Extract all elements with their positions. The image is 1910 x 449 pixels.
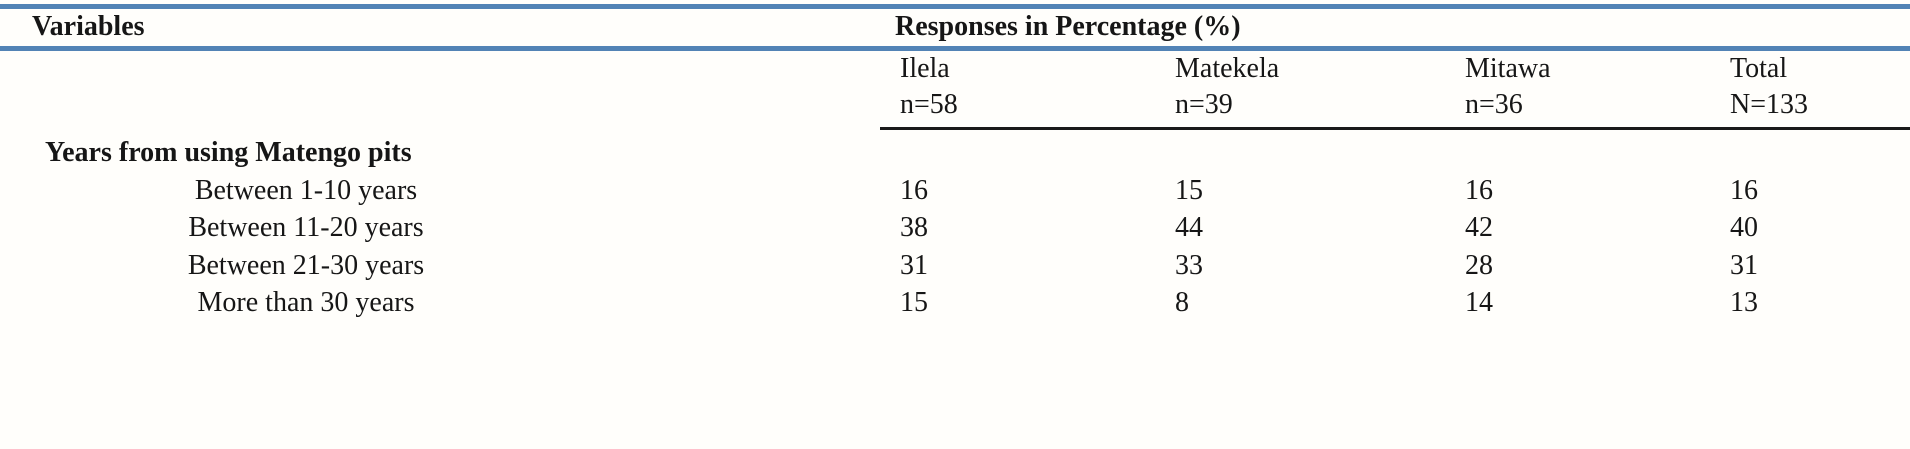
cell-value: 16 — [1730, 175, 1758, 206]
subheader-matekela: Matekela — [1175, 53, 1280, 84]
subheader-underline-rule — [880, 127, 1910, 130]
subheader-total: Total — [1730, 53, 1788, 84]
cell-value: 8 — [1175, 287, 1189, 318]
row-label: Between 11-20 years — [188, 212, 424, 243]
subheader-mitawa: Mitawa — [1465, 53, 1551, 84]
table-row: Between 21-30 years 31 33 28 31 — [0, 251, 1910, 288]
cell-value: 38 — [900, 212, 928, 243]
table-row: Between 11-20 years 38 44 42 40 — [0, 213, 1910, 250]
row-label: More than 30 years — [197, 287, 415, 318]
cell-value: 40 — [1730, 212, 1758, 243]
cell-value: 31 — [900, 250, 928, 281]
table-row: Between 1-10 years 16 15 16 16 — [0, 176, 1910, 213]
cell-value: 15 — [1175, 175, 1203, 206]
top-border-rule — [0, 4, 1910, 9]
subheader-matekela-n: n=39 — [1175, 89, 1233, 120]
cell-value: 15 — [900, 287, 928, 318]
subheader-ilela-n: n=58 — [900, 89, 958, 120]
row-label: Between 21-30 years — [187, 250, 425, 281]
cell-value: 13 — [1730, 287, 1758, 318]
cell-value: 31 — [1730, 250, 1758, 281]
table-row: More than 30 years 15 8 14 13 — [0, 288, 1910, 325]
cell-value: 42 — [1465, 212, 1493, 243]
header-border-rule — [0, 46, 1910, 51]
cell-value: 16 — [900, 175, 928, 206]
cell-value: 14 — [1465, 287, 1493, 318]
column-header-variables: Variables — [32, 11, 145, 42]
row-label: Between 1-10 years — [194, 175, 418, 206]
subheader-ilela: Ilela — [900, 53, 950, 84]
section-title: Years from using Matengo pits — [45, 137, 412, 168]
subheader-total-n: N=133 — [1730, 89, 1809, 120]
subheader-mitawa-n: n=36 — [1465, 89, 1523, 120]
column-header-responses: Responses in Percentage (%) — [895, 11, 1241, 42]
cell-value: 16 — [1465, 175, 1493, 206]
cell-value: 33 — [1175, 250, 1203, 281]
cell-value: 28 — [1465, 250, 1493, 281]
cell-value: 44 — [1175, 212, 1203, 243]
